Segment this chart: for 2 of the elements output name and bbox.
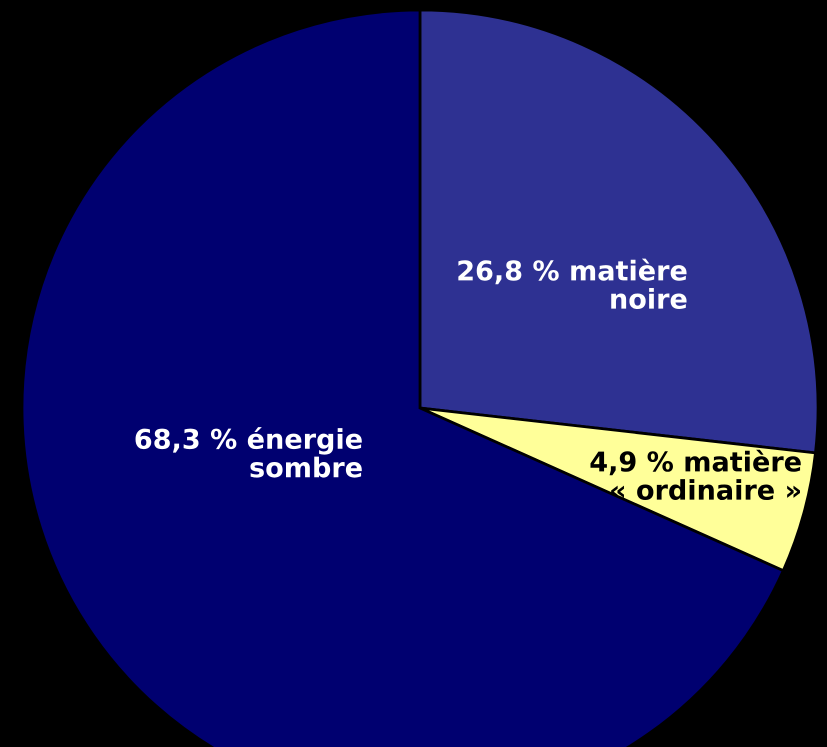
- slice-label: 68,3 % énergie sombre: [136, 427, 362, 478]
- slice-label: 26,8 % matière noire: [458, 258, 687, 309]
